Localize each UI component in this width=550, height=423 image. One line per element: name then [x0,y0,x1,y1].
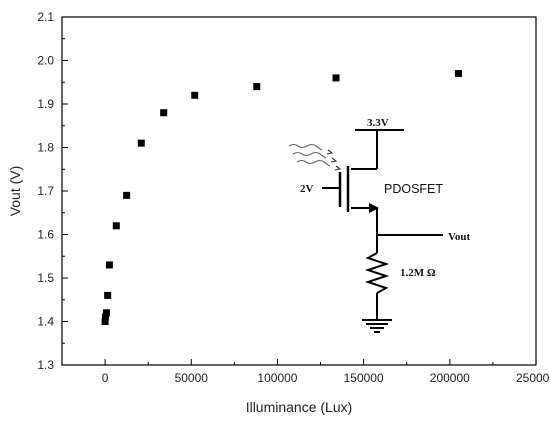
data-point [253,83,261,91]
data-point [332,74,340,82]
y-tick-label: 1.9 [37,97,54,111]
x-tick-label: 250000 [516,371,550,385]
y-tick-label: 1.7 [37,184,54,198]
device-label: PDOSFET [384,182,443,196]
plot-frame [61,16,537,366]
data-point [191,91,199,99]
x-axis-title: Illuminance (Lux) [246,399,353,415]
data-point [454,70,462,78]
output-label: Vout [448,231,471,243]
data-point [101,313,109,321]
data-point [160,109,168,117]
ground-icon [362,319,392,333]
light-rays-icon [288,143,342,171]
x-tick-label: 200000 [430,371,470,385]
x-tick-label: 50000 [175,371,209,385]
data-points [101,70,462,325]
tick-labels: 0 50000 100000 150000 200000 250000 1.3 1.4 1.5 1… [37,10,550,385]
y-tick-label: 1.8 [37,141,54,155]
supply-voltage-label: 3.3V [367,117,389,129]
data-point [112,222,120,230]
y-tick-label: 1.4 [37,315,54,329]
inset-background [268,100,444,348]
x-tick-label: 0 [102,371,109,385]
resistor-label: 1.2M Ω [400,267,436,279]
y-axis-title: Vout (V) [7,166,23,217]
gate-voltage-label: 2V [300,183,314,195]
y-tick-label: 1.6 [37,228,54,242]
y-tick-label: 2.0 [37,54,54,68]
data-point [102,309,110,317]
pdosfet-symbol [322,129,443,319]
y-tick-label: 1.3 [37,358,54,372]
data-point [105,261,113,269]
data-point [123,191,131,199]
y-tick-label: 2.1 [37,10,54,24]
circuit-inset: 3.3V 2V PDOSFET Vout 1.2M Ω [268,100,471,348]
x-tick-label: 100000 [257,371,297,385]
y-tick-label: 1.5 [37,271,54,285]
data-point [104,291,112,299]
data-point [101,318,109,325]
x-tick-label: 150000 [344,371,384,385]
data-point [137,139,145,147]
